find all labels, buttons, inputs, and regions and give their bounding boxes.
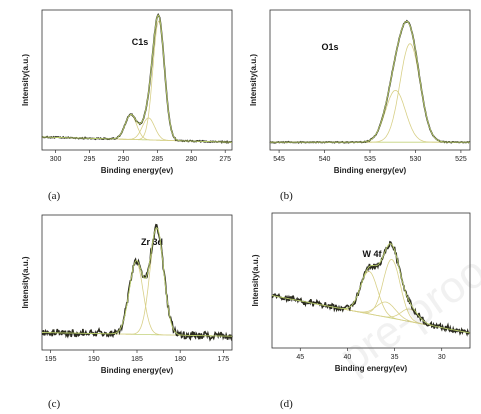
- x-axis-title: Binding energy(ev): [334, 166, 407, 175]
- x-tick-label: 195: [45, 356, 57, 363]
- x-tick-label: 45: [296, 354, 304, 361]
- raw-spectrum-curve: [41, 12, 233, 144]
- plot-frame: [41, 9, 233, 151]
- x-tick-label: 35: [391, 354, 399, 361]
- fitted-envelope-curve: [271, 243, 471, 334]
- peak-label: C1s: [132, 37, 149, 47]
- y-axis-title: Intensity(a.u.): [21, 256, 30, 308]
- x-tick-label: 280: [185, 156, 197, 163]
- peak-label: Zr 3d: [141, 237, 163, 247]
- x-tick-label: 285: [152, 156, 164, 163]
- y-axis-title: Intensity(a.u.): [251, 254, 260, 306]
- x-tick-label: 545: [273, 156, 285, 163]
- panel-letter-b: (b): [280, 190, 293, 202]
- raw-spectrum-curve: [269, 19, 471, 144]
- panel-letter-a: (a): [48, 190, 61, 202]
- x-tick-label: 190: [88, 356, 100, 363]
- x-tick-label: 530: [410, 156, 422, 163]
- y-axis-title: Intensity(a.u.): [21, 54, 30, 106]
- fitted-envelope-curve: [41, 14, 232, 143]
- raw-spectrum-curve: [41, 223, 233, 342]
- component-peak-1: [270, 43, 470, 143]
- peak-label: O1s: [321, 42, 338, 52]
- fitted-envelope-curve: [270, 20, 470, 143]
- x-tick-label: 525: [455, 156, 467, 163]
- x-tick-label: 295: [84, 156, 96, 163]
- x-tick-label: 275: [219, 156, 231, 163]
- panel-d-w4f-chart: 45 40 35 30 Binding energy(ev) Intensity(a.u.…: [251, 212, 471, 373]
- x-tick-label: 535: [364, 156, 376, 163]
- x-tick-label: 540: [319, 156, 331, 163]
- plot-frame: [269, 9, 471, 151]
- panel-a-c1s-chart: 300 295 290 285 280 275 Binding energy(ev) Inte…: [21, 9, 233, 175]
- x-tick-label: 40: [344, 354, 352, 361]
- plot-frame: [271, 212, 471, 349]
- component-peak-2: [42, 228, 233, 337]
- panel-letter-d: (d): [280, 398, 293, 410]
- component-peak-2: [270, 89, 470, 143]
- y-axis-title: Intensity(a.u.): [249, 54, 258, 106]
- component-peak-1: [42, 261, 233, 337]
- panel-c-zr3d-chart: 195 190 185 180 175 Binding energy(ev) Intensi…: [21, 214, 233, 375]
- x-axis-title: Binding energy(ev): [101, 366, 174, 375]
- x-tick-label: 290: [118, 156, 130, 163]
- x-tick-label: 300: [50, 156, 62, 163]
- x-axis-title: Binding energy(ev): [101, 166, 174, 175]
- fitted-envelope-curve: [42, 227, 233, 337]
- x-tick-label: 175: [218, 356, 230, 363]
- panel-letter-c: (c): [48, 398, 61, 410]
- panel-b-o1s-chart: 545 540 535 530 525 Binding energy(ev) Intensi…: [249, 9, 471, 175]
- x-axis-title: Binding energy(ev): [335, 364, 408, 373]
- x-tick-label: 185: [131, 356, 143, 363]
- plot-frame: [41, 214, 233, 351]
- peak-label: W 4f: [363, 249, 383, 259]
- x-tick-label: 180: [174, 356, 186, 363]
- x-tick-label: 30: [438, 354, 446, 361]
- raw-spectrum-curve: [271, 240, 471, 337]
